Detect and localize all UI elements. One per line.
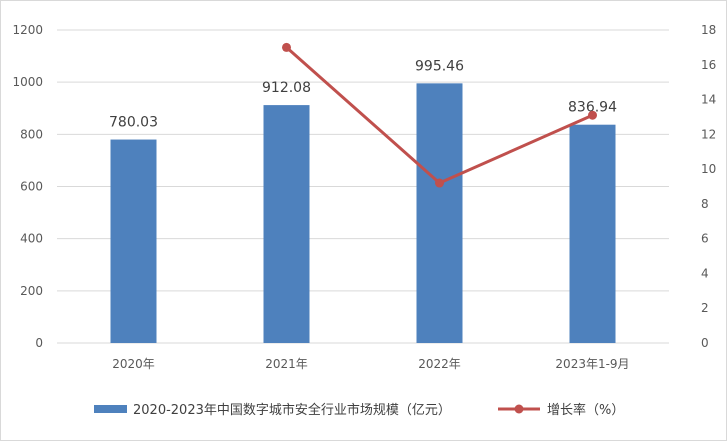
left-tick-label: 200 bbox=[20, 284, 43, 298]
category-label: 2023年1-9月 bbox=[555, 357, 629, 371]
bar-data-labels: 780.03 912.08 995.46 836.94 bbox=[109, 58, 617, 130]
line-point bbox=[282, 42, 291, 52]
right-tick-label: 0 bbox=[701, 336, 709, 350]
left-tick-label: 800 bbox=[20, 127, 43, 141]
line-point bbox=[588, 110, 597, 120]
bar-series bbox=[110, 83, 616, 343]
bar bbox=[263, 105, 310, 343]
left-tick-label: 1000 bbox=[12, 75, 43, 89]
left-tick-label: 400 bbox=[20, 232, 43, 246]
legend-line-marker bbox=[514, 404, 524, 414]
legend-bar-swatch bbox=[94, 405, 127, 413]
left-tick-label: 1200 bbox=[12, 23, 43, 37]
legend: 2020-2023年中国数字城市安全行业市场规模（亿元） 增长率（%） bbox=[94, 402, 624, 418]
bar-value-label: 780.03 bbox=[109, 115, 158, 131]
left-tick-label: 0 bbox=[35, 336, 43, 350]
bar bbox=[416, 83, 463, 343]
category-label: 2021年 bbox=[265, 357, 308, 371]
bar-value-label: 912.08 bbox=[262, 80, 311, 96]
grid-lines bbox=[57, 29, 669, 344]
legend-bar-label: 2020-2023年中国数字城市安全行业市场规模（亿元） bbox=[133, 402, 451, 418]
right-tick-label: 8 bbox=[701, 197, 709, 211]
right-axis-ticks: 0 2 4 6 8 10 12 14 16 18 bbox=[701, 23, 716, 350]
right-tick-label: 2 bbox=[701, 301, 709, 315]
category-axis-ticks: 2020年 2021年 2022年 2023年1-9月 bbox=[112, 357, 629, 371]
bar-value-label: 995.46 bbox=[415, 58, 464, 74]
right-tick-label: 10 bbox=[701, 162, 716, 176]
left-tick-label: 600 bbox=[20, 180, 43, 194]
right-tick-label: 12 bbox=[701, 127, 716, 141]
right-tick-label: 18 bbox=[701, 23, 716, 37]
left-axis-ticks: 0 200 400 600 800 1000 1200 bbox=[12, 23, 43, 350]
right-tick-label: 6 bbox=[701, 232, 709, 246]
line-point bbox=[435, 178, 444, 188]
bar bbox=[569, 124, 616, 343]
category-label: 2022年 bbox=[418, 357, 461, 371]
bar bbox=[110, 139, 157, 343]
line-series bbox=[282, 42, 597, 188]
category-label: 2020年 bbox=[112, 357, 155, 371]
legend-line-label: 增长率（%） bbox=[547, 402, 624, 418]
bar-value-label: 836.94 bbox=[568, 100, 617, 116]
right-tick-label: 4 bbox=[701, 266, 709, 280]
right-tick-label: 14 bbox=[701, 93, 716, 107]
right-tick-label: 16 bbox=[701, 58, 716, 72]
